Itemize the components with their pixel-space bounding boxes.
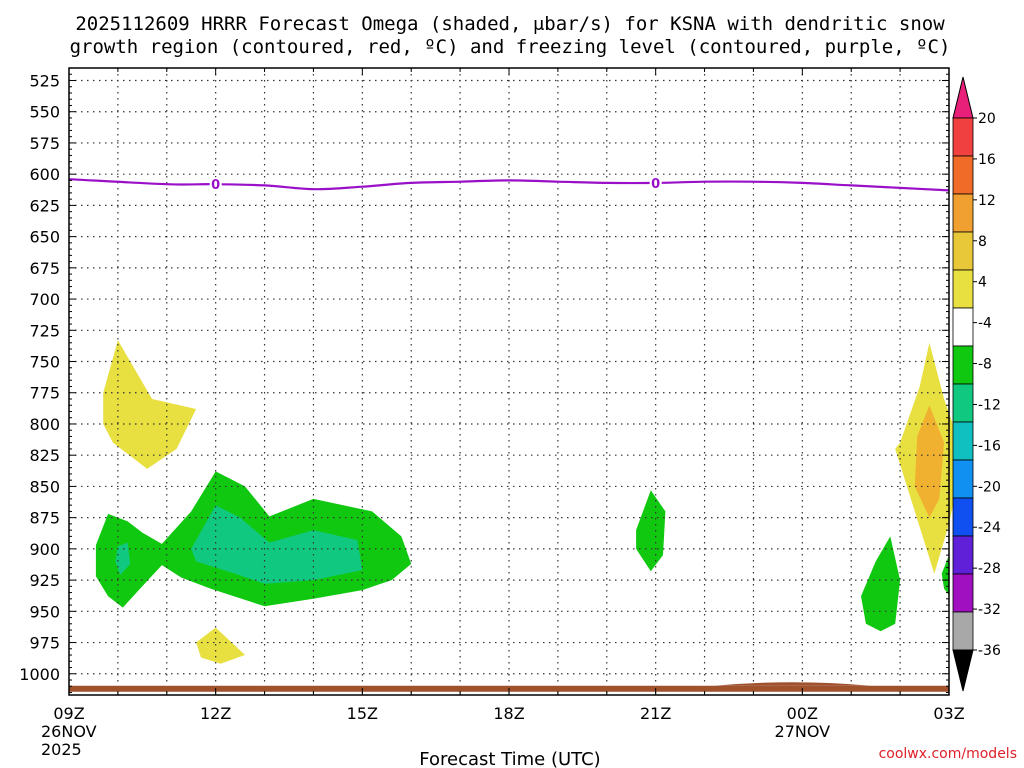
colorbar-bottom-arrow — [952, 649, 974, 692]
x-tick-year: 2025 — [41, 740, 82, 759]
colorbar-segment — [952, 155, 974, 195]
colorbar-segment — [952, 345, 974, 385]
y-tick-label: 675 — [29, 259, 60, 278]
x-tick-label: 12Z — [200, 704, 231, 723]
x-tick-label: 00Z — [787, 704, 818, 723]
x-tick-label: 21Z — [640, 704, 671, 723]
y-tick-label: 825 — [29, 446, 60, 465]
watermark: coolwx.com/models — [879, 746, 1017, 762]
y-tick-label: 750 — [29, 353, 60, 372]
chart-title: 2025112609 HRRR Forecast Omega (shaded, … — [70, 13, 951, 58]
y-axis: 525 550 575 600 625 650 675 700 725 750 775 800 825 8… — [19, 71, 949, 694]
x-tick-label: 03Z — [933, 704, 964, 723]
x-tick-label: 15Z — [347, 704, 378, 723]
colorbar-label: -20 — [978, 479, 1001, 495]
title-line-2: growth region (contoured, red, ºC) and f… — [70, 36, 951, 58]
omega-region — [914, 405, 945, 518]
colorbar-top-arrow — [952, 76, 974, 119]
x-tick-label: 18Z — [493, 704, 524, 723]
colorbar-label: -28 — [978, 561, 1001, 577]
y-tick-label: 625 — [29, 196, 60, 215]
omega-region — [636, 490, 666, 572]
omega-region — [103, 340, 197, 469]
freezing-level-line — [68, 178, 950, 192]
freezing-level-label-bg — [649, 175, 662, 190]
colorbar-label: -4 — [978, 316, 992, 332]
colorbar-label: -24 — [978, 520, 1001, 536]
colorbar-segment — [952, 269, 974, 309]
y-tick-label: 850 — [29, 477, 60, 496]
y-tick-label: 900 — [29, 540, 60, 559]
colorbar-label: 12 — [978, 193, 996, 209]
colorbar-segment — [952, 459, 974, 499]
omega-shading — [95, 340, 964, 664]
colorbar-segment — [952, 231, 974, 271]
colorbar-segment — [952, 535, 974, 575]
x-tick-label: 09Z — [53, 704, 84, 723]
y-tick-label: 600 — [29, 165, 60, 184]
freezing-level-label: 0 — [651, 177, 660, 192]
colorbar-segment — [952, 383, 974, 423]
colorbar-label: -32 — [978, 602, 1001, 618]
y-tick-label: 700 — [29, 290, 60, 309]
x-tick-date: 27NOV — [775, 722, 831, 741]
omega-region — [115, 542, 131, 576]
y-tick-label: 575 — [29, 134, 60, 153]
colorbar-segment — [952, 421, 974, 461]
omega-region — [196, 627, 245, 664]
y-tick-label: 950 — [29, 602, 60, 621]
y-tick-label: 875 — [29, 509, 60, 528]
y-tick-label: 650 — [29, 228, 60, 247]
colorbar-label: -12 — [978, 397, 1001, 413]
omega-region — [941, 555, 949, 596]
y-tick-label: 975 — [29, 634, 60, 653]
ground-hump — [714, 682, 871, 686]
title-line-1: 2025112609 HRRR Forecast Omega (shaded, … — [75, 13, 945, 35]
omega-region — [861, 536, 901, 632]
colorbar-label: -36 — [978, 643, 1001, 659]
y-tick-label: 525 — [29, 71, 60, 90]
x-tick-date: 26NOV — [41, 722, 97, 741]
x-axis-label: Forecast Time (UTC) — [419, 749, 600, 768]
colorbar: 20 16 12 8 4 -4 -8 -12 -16 -20 -24 -28 -32 -36 — [952, 76, 1001, 692]
colorbar-label: 8 — [978, 234, 987, 250]
colorbar-label: 4 — [978, 275, 987, 291]
colorbar-segment — [952, 193, 974, 233]
freezing-level-label-bg — [209, 177, 222, 192]
colorbar-label: -16 — [978, 438, 1001, 454]
colorbar-segment — [952, 307, 974, 347]
colorbar-segment — [952, 611, 974, 651]
colorbar-label: -8 — [978, 357, 992, 373]
grid — [69, 68, 949, 695]
y-tick-label: 775 — [29, 384, 60, 403]
colorbar-segment — [952, 573, 974, 613]
colorbar-label: 20 — [978, 111, 996, 127]
y-tick-label: 550 — [29, 103, 60, 122]
colorbar-segment — [952, 497, 974, 537]
omega-region — [191, 505, 363, 584]
freezing-level-label: 0 — [211, 178, 220, 193]
y-tick-label: 800 — [29, 415, 60, 434]
y-tick-label: 1000 — [19, 665, 60, 684]
colorbar-label: 16 — [978, 152, 996, 168]
y-tick-label: 925 — [29, 571, 60, 590]
colorbar-segment — [952, 117, 974, 157]
y-tick-label: 725 — [29, 321, 60, 340]
